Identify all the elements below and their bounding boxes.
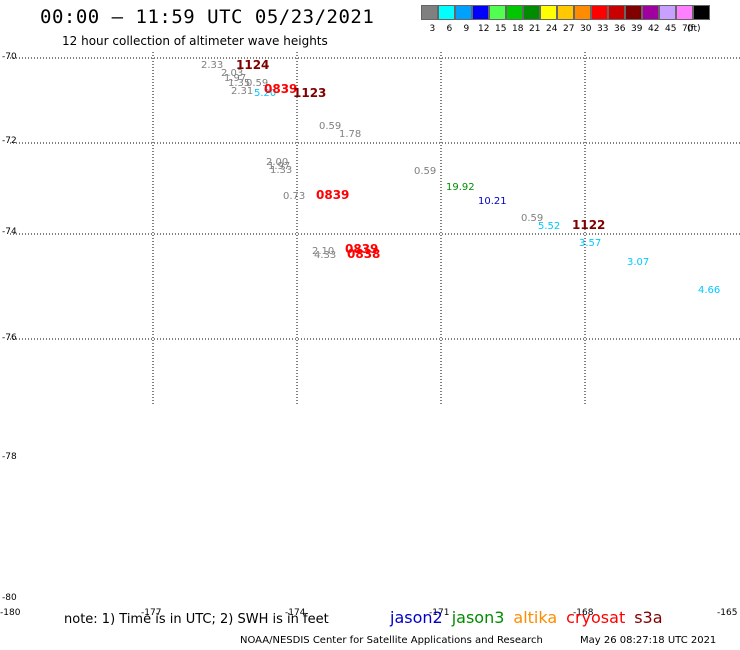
map-title: 00:00 – 11:59 UTC 05/23/2021 — [40, 6, 375, 28]
wave-height-value: 3.07 — [627, 257, 650, 268]
colorbar-label: 42 — [648, 24, 660, 34]
legend-cryosat: cryosat — [566, 608, 626, 627]
wave-height-value: 0.59 — [521, 213, 544, 224]
wave-height-value: 1.97 — [224, 73, 247, 84]
generation-timestamp: May 26 08:27:18 UTC 2021 — [580, 635, 717, 646]
wave-height-value: 1.35 — [228, 78, 251, 89]
colorbar-label: 3 — [429, 24, 436, 34]
longitude-label: -168 — [573, 608, 594, 618]
colorbar-label: 27 — [563, 24, 575, 34]
wave-height-value: 1.97 — [268, 161, 291, 172]
wave-height-value: 2.33 — [201, 60, 224, 71]
colorbar-swatch — [642, 5, 659, 20]
colorbar-label: 9 — [463, 24, 470, 34]
colorbar-swatch — [676, 5, 693, 20]
colorbar-label: 30 — [580, 24, 592, 34]
latitude-label: -72 — [2, 136, 17, 146]
colorbar-swatch — [574, 5, 591, 20]
wave-height-value: 0.73 — [283, 191, 306, 202]
legend-s3a: s3a — [634, 608, 663, 627]
wave-height-value: 3.57 — [579, 238, 602, 249]
map-subtitle: 12 hour collection of altimeter wave hei… — [62, 34, 328, 48]
colorbar-swatch — [489, 5, 506, 20]
colorbar-label: 39 — [631, 24, 643, 34]
wave-height-value: 2.00 — [266, 157, 289, 168]
colorbar-unit: (ft) — [687, 24, 701, 34]
colorbar-swatch — [523, 5, 540, 20]
colorbar-label: 15 — [495, 24, 507, 34]
legend-jason3: jason3 — [451, 608, 505, 627]
colorbar-label: 36 — [614, 24, 626, 34]
colorbar-swatch — [438, 5, 455, 20]
pass-time-label: 0839 — [316, 188, 350, 202]
colorbar-swatch — [455, 5, 472, 20]
colorbar-swatch — [557, 5, 574, 20]
wave-height-value: 4.66 — [698, 285, 721, 296]
wave-height-value: 0.59 — [246, 78, 269, 89]
wave-height-value: 10.21 — [478, 196, 507, 207]
latitude-label: -74 — [2, 227, 17, 237]
longitude-label: -165 — [717, 608, 738, 618]
pass-time-label: 0839 — [264, 82, 298, 96]
colorbar-swatch — [659, 5, 676, 20]
pass-time-label: 0839 — [345, 242, 379, 256]
colorbar-label: 18 — [512, 24, 524, 34]
colorbar-label: 70 — [682, 24, 694, 34]
wave-height-value: 1.33 — [270, 165, 293, 176]
pass-time-label: 1124 — [236, 58, 270, 72]
pass-time-label: 0838 — [347, 247, 381, 261]
wave-height-value: 5.20 — [254, 88, 277, 99]
satellite-legend: jason2 jason3 altika cryosat s3a — [390, 608, 672, 627]
colorbar-swatch — [625, 5, 642, 20]
colorbar-label: 21 — [529, 24, 541, 34]
wave-height-value: 0.59 — [319, 121, 342, 132]
colorbar-swatch — [472, 5, 489, 20]
longitude-label: -180 — [0, 608, 21, 618]
wave-height-value: 2.03 — [221, 68, 244, 79]
latitude-label: -70 — [2, 52, 17, 62]
legend-jason2: jason2 — [390, 608, 443, 627]
wave-height-value: 2.31 — [231, 86, 254, 97]
wave-height-value: 0.59 — [414, 166, 437, 177]
wave-height-value: 5.52 — [538, 221, 561, 232]
colorbar-label: 45 — [665, 24, 677, 34]
wave-height-value: 1.78 — [339, 129, 362, 140]
latitude-label: -76 — [2, 333, 17, 343]
pass-time-label: 1123 — [293, 86, 327, 100]
footnote: note: 1) Time is in UTC; 2) SWH is in fe… — [64, 612, 329, 627]
colorbar-label: 6 — [446, 24, 453, 34]
wave-height-value: 19.92 — [446, 182, 475, 193]
legend-altika: altika — [513, 608, 558, 627]
colorbar-swatch — [591, 5, 608, 20]
colorbar-swatch — [540, 5, 557, 20]
wave-height-value: 4.33 — [314, 250, 337, 261]
longitude-label: -174 — [285, 608, 306, 618]
colorbar-label: 24 — [546, 24, 558, 34]
colorbar-label: 12 — [478, 24, 490, 34]
pass-time-label: 1122 — [572, 218, 606, 232]
longitude-label: -171 — [429, 608, 450, 618]
colorbar-swatch — [421, 5, 438, 20]
wave-height-value: 2.10 — [312, 246, 335, 257]
credit-line: NOAA/NESDIS Center for Satellite Applica… — [240, 635, 543, 646]
latitude-label: -80 — [2, 593, 17, 603]
colorbar-swatch — [608, 5, 625, 20]
longitude-label: -177 — [141, 608, 162, 618]
latitude-label: -78 — [2, 452, 17, 462]
colorbar-swatch — [693, 5, 710, 20]
colorbar-label: 33 — [597, 24, 609, 34]
colorbar-swatch — [506, 5, 523, 20]
